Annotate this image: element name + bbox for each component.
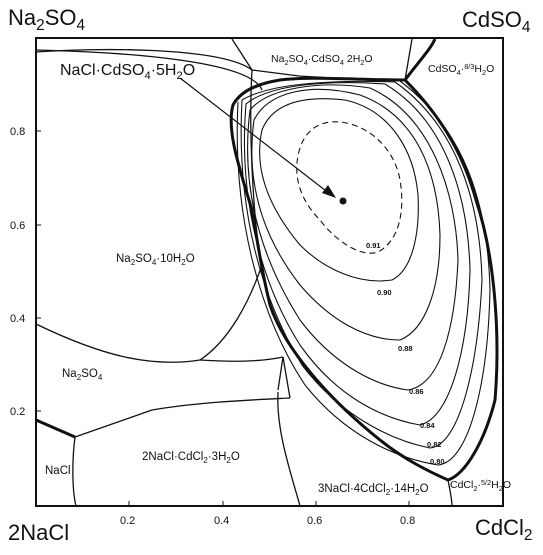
- contour-090: [259, 98, 419, 282]
- phase-label-nacl: NaCl: [45, 465, 71, 477]
- contour-label: 0.82: [427, 440, 442, 449]
- x-tick-marks: [128, 501, 410, 506]
- plot-frame: [35, 37, 504, 507]
- compound-point: [339, 197, 347, 205]
- phase-boundaries: [35, 38, 453, 507]
- y-tick-labels: 0.8 0.6 0.4 0.2: [10, 126, 25, 418]
- x-tick-label: 0.6: [307, 515, 322, 527]
- corner-label-cdso4: CdSO4: [462, 7, 531, 36]
- corner-label-2nacl: 2NaCl: [8, 520, 69, 545]
- contour-labels: 0.91 0.90 0.88 0.86 0.84 0.82 0.80: [366, 241, 445, 466]
- x-tick-label: 0.4: [214, 515, 229, 527]
- contour-label: 0.91: [366, 241, 381, 250]
- activity-contours: [236, 80, 491, 466]
- corner-label-cdcl2: CdCl2: [475, 515, 532, 544]
- contour-082: [240, 80, 483, 449]
- phase-label-na2so4: Na2SO4: [62, 368, 103, 382]
- y-tick-label: 0.6: [10, 220, 25, 232]
- contour-label: 0.90: [377, 288, 392, 297]
- arrow-head: [322, 185, 336, 198]
- phase-label-na2so4-decahydrate: Na2SO4·10H2O: [116, 253, 195, 267]
- y-tick-marks: [36, 130, 41, 412]
- phase-label-cdso4-hydrate: CdSO4·8/3H2O: [428, 62, 494, 77]
- left-boundary-thick: [35, 418, 76, 439]
- phase-label-cdcl2-hydrate: CdCl2·5/2H2O: [450, 478, 511, 493]
- contour-086: [247, 84, 459, 391]
- corner-label-na2so4: Na2SO4: [8, 5, 85, 34]
- contour-088: [251, 88, 441, 341]
- callout-label: NaCl·CdSO4·5H2O: [60, 62, 195, 82]
- contour-label: 0.86: [409, 387, 424, 396]
- double-salt-field-boundary: [229, 76, 499, 482]
- phase-label-3nacl-4cdcl2: 3NaCl·4CdCl2·14H2O: [318, 483, 429, 497]
- contour-label: 0.80: [430, 457, 445, 466]
- right-boundary-thick: [403, 38, 437, 81]
- contour-084: [243, 82, 471, 426]
- y-tick-label: 0.2: [10, 406, 25, 418]
- contour-label: 0.84: [420, 421, 435, 430]
- contour-091: [296, 121, 403, 254]
- phase-label-na2so4-cdso4: Na2SO4·CdSO4 2H2O: [271, 53, 373, 67]
- contour-label: 0.88: [398, 344, 413, 353]
- phase-label-2nacl-cdcl2: 2NaCl·CdCl2·3H2O: [142, 451, 240, 465]
- callout-arrow: [179, 77, 331, 195]
- y-tick-label: 0.4: [10, 313, 25, 325]
- contour-080: [236, 80, 491, 466]
- x-tick-label: 0.2: [120, 515, 135, 527]
- x-tick-label: 0.8: [400, 515, 415, 527]
- y-tick-label: 0.8: [10, 126, 25, 138]
- x-tick-labels: 0.2 0.4 0.6 0.8: [120, 515, 415, 527]
